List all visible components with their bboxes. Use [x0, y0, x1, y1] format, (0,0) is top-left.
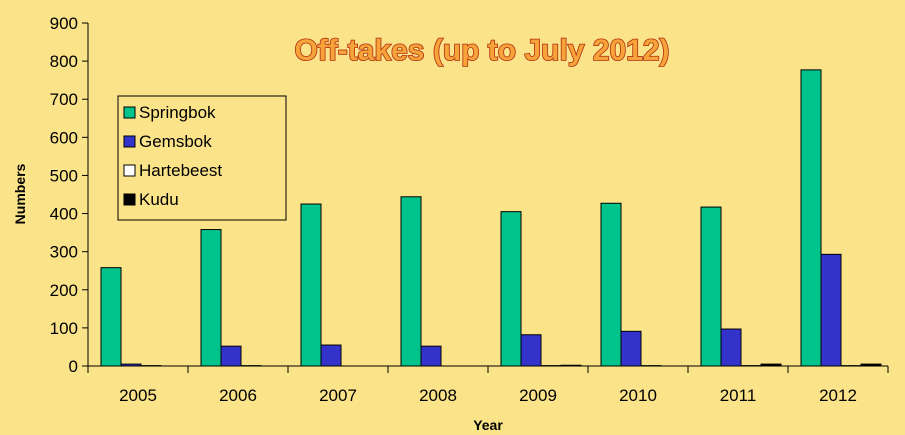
- bar-gemsbok-2005: [120, 363, 142, 367]
- y-tick-label: 700: [50, 90, 78, 109]
- bar-kudu-2012: [860, 363, 882, 367]
- legend-label-gemsbok: Gemsbok: [139, 132, 212, 151]
- bar-gemsbok-2007: [320, 344, 342, 367]
- y-tick-label: 300: [50, 243, 78, 262]
- x-tick-label: 2006: [219, 386, 257, 405]
- bar-springbok-2006: [200, 229, 222, 367]
- bar-springbok-2011: [700, 206, 722, 367]
- bar-kudu-2009: [560, 364, 582, 367]
- y-tick-label: 900: [50, 14, 78, 33]
- legend-swatch-kudu: [123, 193, 136, 206]
- y-axis-title: Numbers: [12, 163, 28, 224]
- legend-label-springbok: Springbok: [139, 103, 216, 122]
- y-tick-label: 200: [50, 281, 78, 300]
- plot-area: 0 100 200 300 400 500 600 700 800 900 2005 2006 2007…: [50, 14, 889, 405]
- bar-springbok-2005: [100, 267, 122, 367]
- y-tick-label: 400: [50, 205, 78, 224]
- legend-box: [117, 95, 287, 221]
- y-tick-label: 600: [50, 128, 78, 147]
- bar-gemsbok-2009: [520, 334, 542, 367]
- y-tick-label: 100: [50, 319, 78, 338]
- x-tick-label: 2008: [419, 386, 457, 405]
- bar-gemsbok-2010: [620, 330, 642, 367]
- y-tick-label: 0: [69, 357, 78, 376]
- bar-springbok-2007: [300, 203, 322, 367]
- legend-swatch-hartebeest: [123, 164, 136, 177]
- x-tick-label: 2009: [519, 386, 557, 405]
- x-tick-label: 2007: [319, 386, 357, 405]
- bar-springbok-2010: [600, 202, 622, 367]
- legend-swatch-springbok: [123, 106, 136, 119]
- y-tick-label: 800: [50, 52, 78, 71]
- x-axis-title: Year: [473, 417, 503, 433]
- bar-springbok-2008: [400, 196, 422, 367]
- bar-gemsbok-2006: [220, 345, 242, 367]
- bar-kudu-2011: [760, 363, 782, 367]
- legend-swatch-gemsbok: [123, 135, 136, 148]
- bar-springbok-2009: [500, 211, 522, 367]
- legend: Springbok Gemsbok Hartebeest Kudu: [117, 95, 287, 221]
- bar-gemsbok-2011: [720, 328, 742, 367]
- bar-gemsbok-2008: [420, 345, 442, 367]
- x-tick-label: 2012: [819, 386, 857, 405]
- legend-label-kudu: Kudu: [139, 190, 179, 209]
- x-tick-label: 2011: [720, 386, 757, 405]
- bar-gemsbok-2012: [820, 253, 842, 367]
- chart-title: Off-takes (up to July 2012): [294, 34, 669, 67]
- x-tick-label: 2005: [119, 386, 157, 405]
- x-tick-label: 2010: [619, 386, 657, 405]
- y-tick-label: 500: [50, 166, 78, 185]
- bar-springbok-2012: [800, 69, 822, 367]
- legend-label-hartebeest: Hartebeest: [139, 161, 222, 180]
